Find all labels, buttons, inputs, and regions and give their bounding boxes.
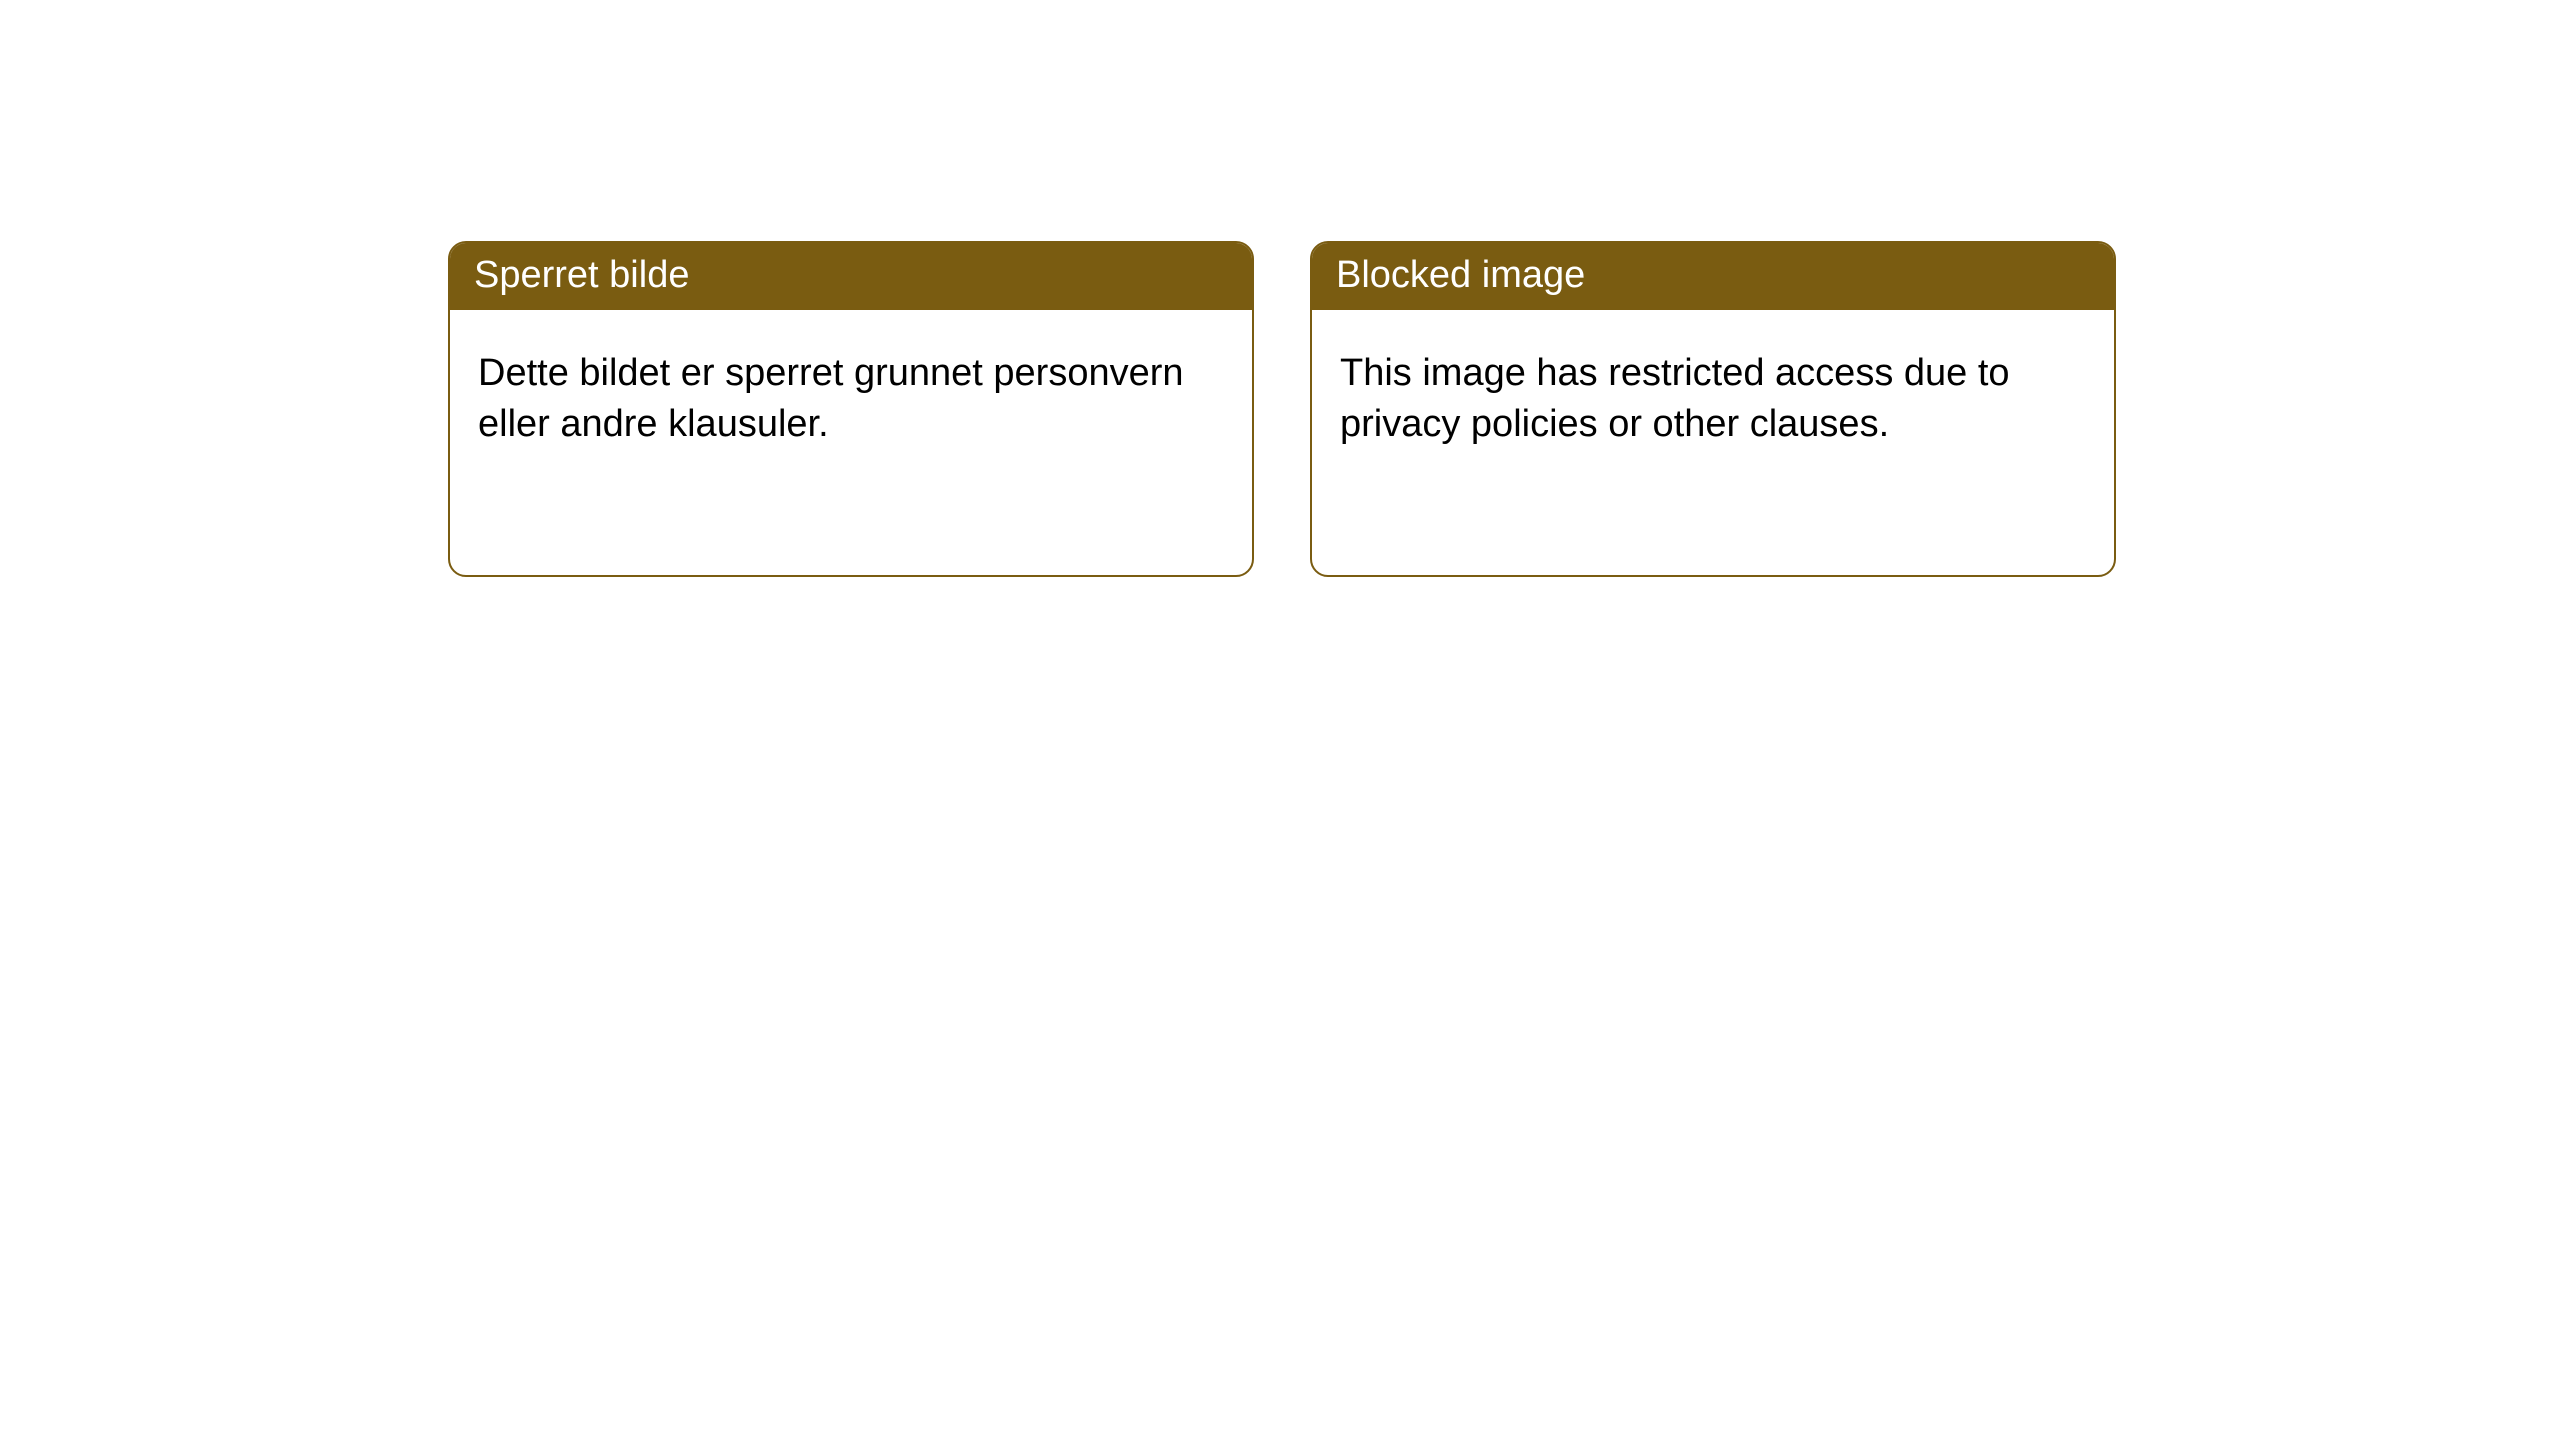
notice-header: Blocked image (1312, 243, 2114, 310)
notice-box-english: Blocked image This image has restricted … (1310, 241, 2116, 577)
notice-body: This image has restricted access due to … (1312, 310, 2114, 489)
notice-box-norwegian: Sperret bilde Dette bildet er sperret gr… (448, 241, 1254, 577)
notices-container: Sperret bilde Dette bildet er sperret gr… (0, 0, 2560, 577)
notice-body: Dette bildet er sperret grunnet personve… (450, 310, 1252, 489)
notice-header: Sperret bilde (450, 243, 1252, 310)
